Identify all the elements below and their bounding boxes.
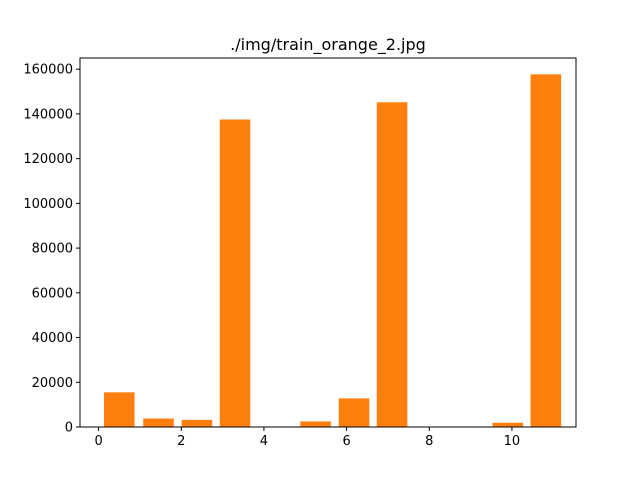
y-tick-label-4: 80000 — [32, 242, 73, 257]
bar-5 — [300, 421, 331, 427]
y-tick-label-2: 40000 — [32, 331, 73, 346]
x-axis: 0 2 4 6 8 10 — [94, 427, 520, 449]
bar-2 — [181, 419, 213, 427]
x-tick-label-1: 2 — [177, 434, 185, 449]
bar-10 — [492, 422, 524, 427]
x-tick-label-5: 10 — [504, 434, 521, 449]
bars-group — [103, 74, 562, 428]
bar-1 — [143, 418, 174, 427]
y-axis: 0 20000 40000 60000 80000 100000 120000 140000 1… — [23, 63, 80, 436]
y-tick-label-6: 120000 — [23, 152, 73, 167]
y-tick-label-1: 20000 — [32, 376, 73, 391]
x-tick-label-0: 0 — [94, 434, 102, 449]
x-tick-label-2: 4 — [260, 434, 268, 449]
chart-title: ./img/train_orange_2.jpg — [230, 35, 426, 55]
plot-frame — [79, 57, 577, 428]
x-tick-label-4: 8 — [425, 434, 433, 449]
bar-7 — [376, 102, 408, 427]
bar-0 — [103, 392, 135, 427]
y-tick-label-0: 0 — [65, 421, 73, 436]
x-tick-label-3: 6 — [342, 434, 350, 449]
y-tick-label-3: 60000 — [32, 286, 73, 301]
y-tick-label-5: 100000 — [23, 197, 73, 212]
y-tick-label-7: 140000 — [23, 107, 73, 122]
y-tick-label-8: 160000 — [23, 63, 73, 78]
bar-11 — [530, 74, 562, 428]
bar-6 — [338, 398, 370, 427]
bar-3 — [219, 119, 251, 427]
